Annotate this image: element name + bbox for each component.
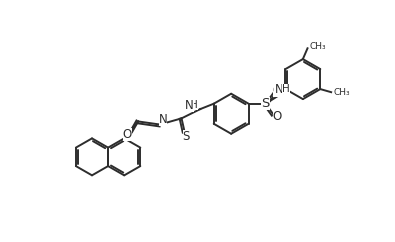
Text: N: N [185, 99, 194, 112]
Text: O: O [123, 128, 132, 141]
Text: H: H [190, 100, 198, 110]
Text: H: H [282, 84, 290, 94]
Text: CH₃: CH₃ [310, 42, 326, 51]
Text: O: O [273, 110, 282, 123]
Text: CH₃: CH₃ [333, 88, 350, 97]
Text: N: N [275, 83, 283, 96]
Text: O: O [273, 84, 282, 97]
Text: N: N [158, 113, 167, 126]
Text: S: S [182, 129, 190, 143]
Text: S: S [261, 97, 270, 110]
